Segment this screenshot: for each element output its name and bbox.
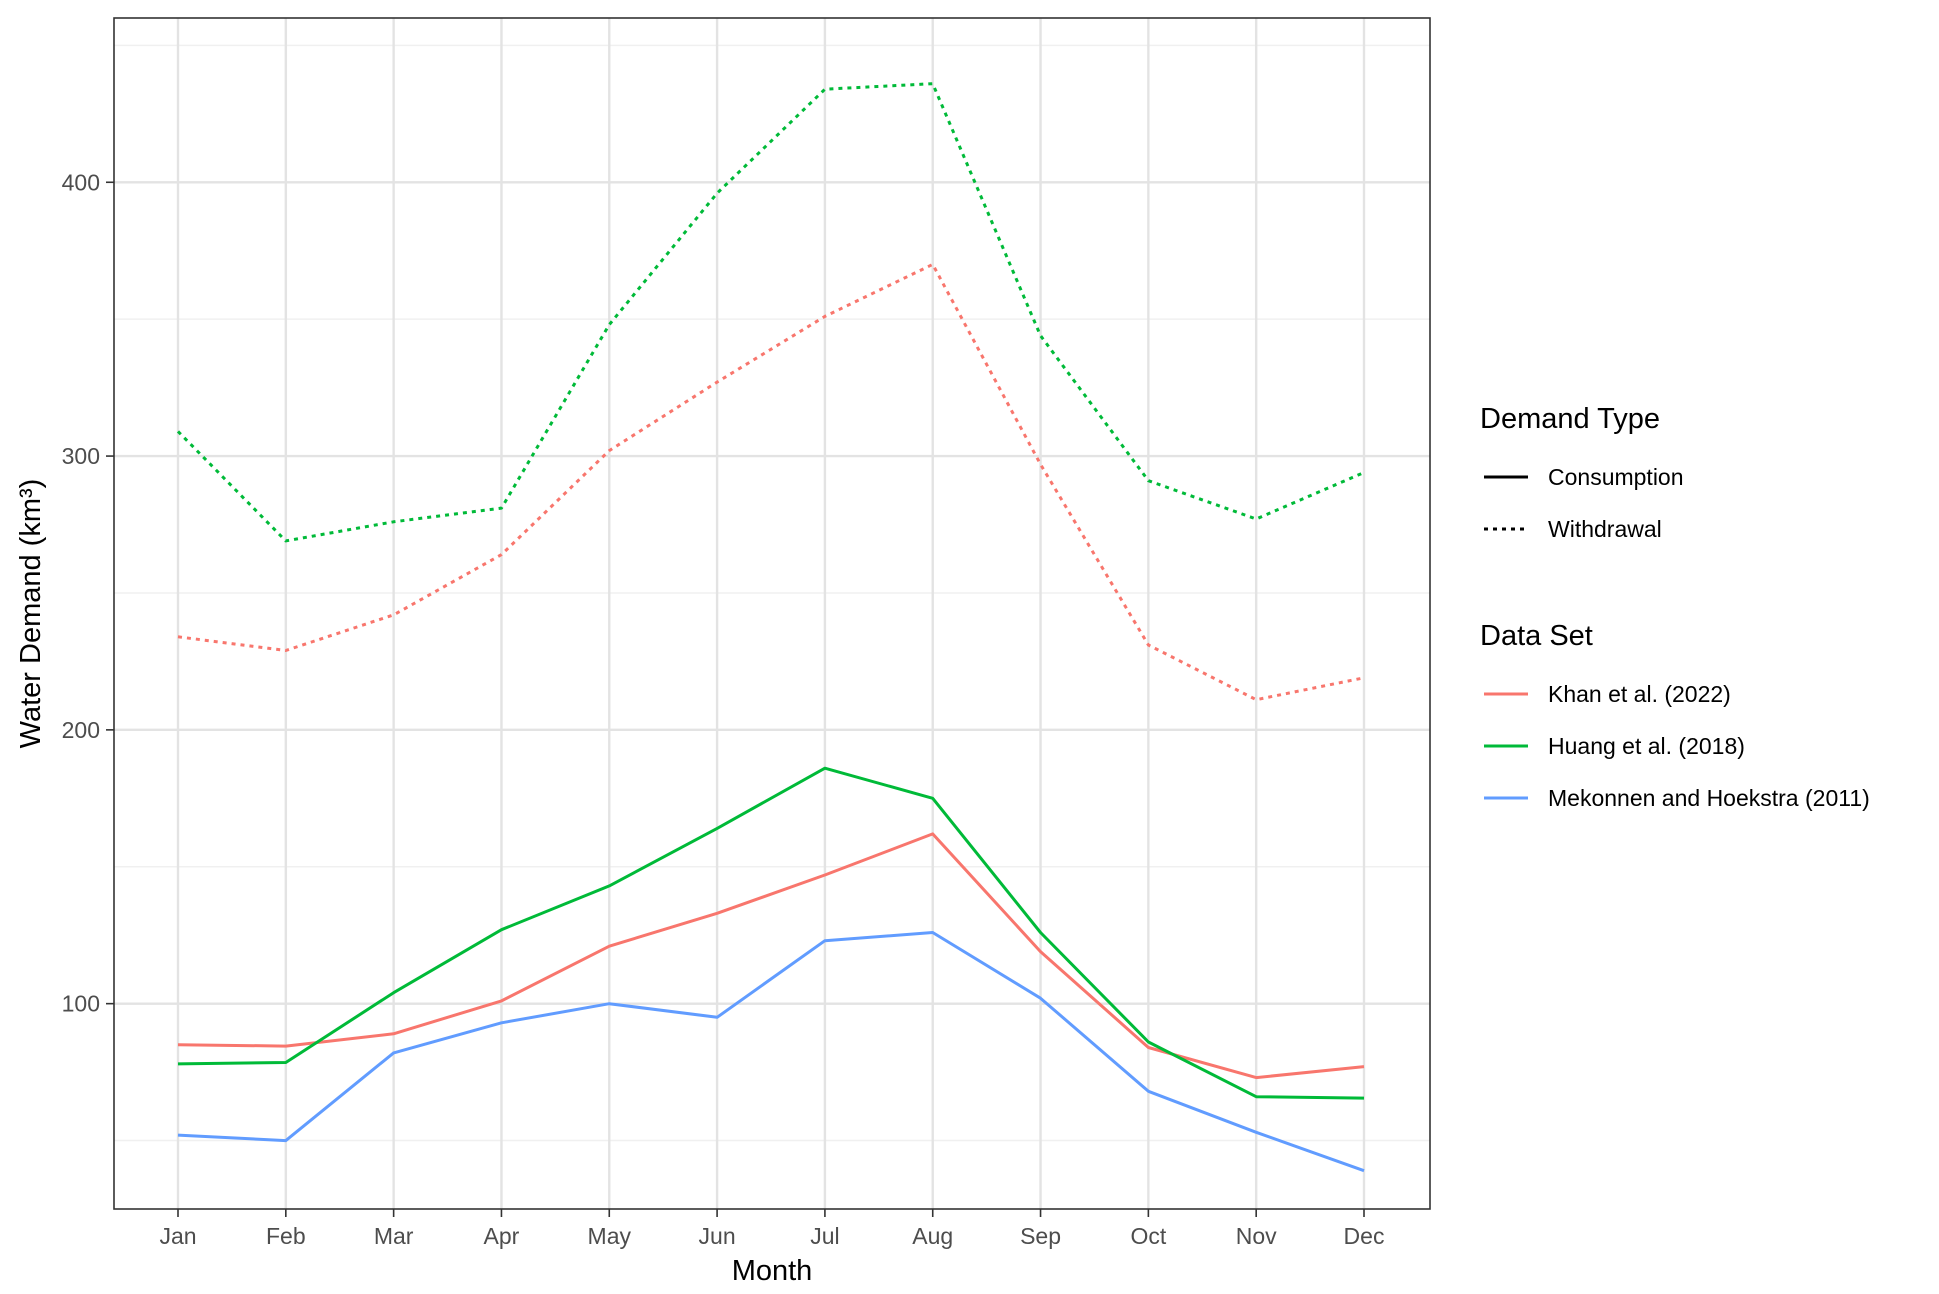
legend-label-demand-type: Withdrawal — [1548, 516, 1662, 542]
series-line-huang-withdrawal — [176, 82, 1365, 543]
legend-data-set-title: Data Set — [1480, 620, 1593, 652]
x-axis-title: Month — [732, 1255, 813, 1287]
x-tick-label: May — [588, 1223, 632, 1249]
series-lines — [176, 82, 1365, 1173]
x-tick-label: Feb — [266, 1223, 306, 1249]
series-line-khan-consumption — [177, 832, 1365, 1080]
legend-label-data-set: Khan et al. (2022) — [1548, 681, 1731, 707]
legend-label-data-set: Mekonnen and Hoekstra (2011) — [1548, 785, 1870, 811]
y-axis: 100 200 300 400 — [62, 169, 114, 1017]
x-tick-label: Apr — [484, 1223, 520, 1249]
legend-demand-type-title: Demand Type — [1480, 403, 1660, 435]
x-tick-label: Sep — [1020, 1223, 1061, 1249]
plot-panel-border — [113, 17, 1431, 1210]
y-tick-label: 100 — [62, 991, 100, 1017]
x-tick-label: Dec — [1344, 1223, 1385, 1249]
x-tick-label: Jan — [159, 1223, 196, 1249]
legend-label-demand-type: Consumption — [1548, 464, 1684, 490]
x-tick-label: Jul — [810, 1223, 839, 1249]
y-tick-label: 300 — [62, 443, 100, 469]
x-tick-label: Oct — [1130, 1223, 1166, 1249]
legend: Demand Type Data Set Consumption Withdraw… — [1480, 403, 1870, 811]
y-tick-label: 400 — [62, 169, 100, 195]
x-tick-label: Mar — [374, 1223, 414, 1249]
y-tick-label: 200 — [62, 717, 100, 743]
x-tick-label: Jun — [699, 1223, 736, 1249]
grid-lines — [114, 18, 1430, 1209]
series-line-khan-withdrawal — [177, 262, 1365, 702]
series-line-mekonnen-consumption — [177, 931, 1365, 1173]
legend-label-data-set: Huang et al. (2018) — [1548, 733, 1745, 759]
series-line-huang-consumption — [177, 766, 1365, 1100]
x-tick-label: Nov — [1236, 1223, 1277, 1249]
x-axis: Jan Feb Mar Apr May Jun Jul Aug Sep Oct Nov Dec — [159, 1209, 1384, 1249]
y-axis-title: Water Demand (km³) — [15, 479, 47, 749]
x-tick-label: Aug — [912, 1223, 953, 1249]
